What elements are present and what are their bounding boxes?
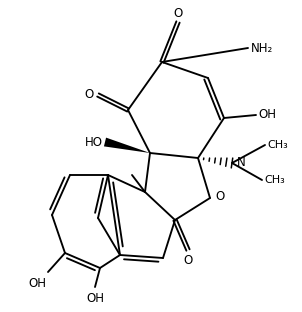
Text: N: N	[237, 157, 246, 169]
Polygon shape	[104, 138, 150, 153]
Text: OH: OH	[258, 109, 276, 121]
Text: HO: HO	[85, 135, 103, 149]
Text: O: O	[183, 254, 193, 267]
Text: CH₃: CH₃	[264, 175, 285, 185]
Text: OH: OH	[86, 292, 104, 305]
Text: CH₃: CH₃	[267, 140, 288, 150]
Text: O: O	[85, 89, 94, 101]
Text: NH₂: NH₂	[251, 41, 273, 55]
Text: O: O	[173, 7, 183, 20]
Text: OH: OH	[28, 277, 46, 290]
Text: O: O	[215, 189, 224, 202]
